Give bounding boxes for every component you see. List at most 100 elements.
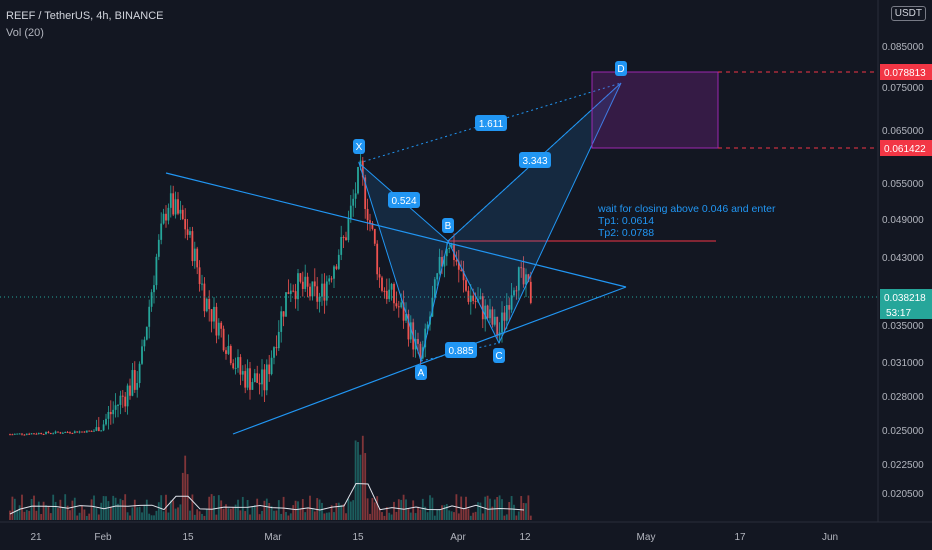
volume-bar — [126, 512, 129, 520]
volume-bar — [321, 502, 323, 520]
candle-body — [143, 339, 146, 347]
candle-body — [232, 363, 235, 369]
volume-bar — [33, 495, 35, 520]
volume-bar — [208, 496, 211, 520]
candle-body — [328, 278, 331, 282]
candle-body — [280, 311, 283, 332]
candle-body — [64, 431, 67, 433]
volume-series — [9, 435, 532, 520]
volume-bar — [328, 512, 331, 520]
volume-bar — [88, 513, 91, 520]
volume-bar — [81, 505, 83, 520]
candle-body — [189, 231, 191, 235]
volume-bar — [306, 508, 309, 520]
volume-bar — [313, 511, 316, 520]
candle-body — [388, 289, 391, 300]
candle-body — [244, 371, 247, 388]
price-tick-label: 0.035000 — [882, 321, 924, 332]
candle-body — [205, 298, 208, 312]
volume-bar — [481, 513, 484, 520]
volume-bar — [304, 512, 307, 520]
candle-body — [109, 411, 112, 415]
candle-body — [81, 431, 83, 433]
volume-bar — [150, 515, 153, 520]
candle-body — [71, 432, 74, 434]
candle-body — [61, 432, 64, 434]
candle-body — [57, 431, 59, 433]
candle-body — [297, 273, 299, 300]
volume-bar — [335, 503, 338, 520]
candle-body — [246, 368, 249, 388]
volume-bar — [354, 440, 357, 520]
volume-bar — [47, 506, 50, 520]
volume-bar — [294, 500, 297, 520]
volume-bar — [167, 512, 170, 520]
volume-bar — [378, 508, 381, 520]
candle-body — [124, 396, 127, 407]
volume-bar — [369, 513, 371, 520]
volume-bar — [265, 498, 268, 520]
candle-body — [505, 305, 508, 321]
volume-bar — [436, 509, 439, 520]
candle-body — [366, 208, 369, 221]
candle-body — [30, 433, 33, 435]
volume-bar — [352, 500, 355, 520]
volume-bar — [25, 509, 28, 520]
time-tick-label: Jun — [822, 532, 838, 543]
time-tick-label: 15 — [182, 532, 194, 543]
candle-body — [222, 328, 225, 351]
currency-button[interactable]: USDT — [890, 6, 926, 21]
volume-bar — [23, 511, 26, 520]
volume-bar — [117, 503, 119, 520]
volume-bar — [100, 502, 103, 520]
candle-body — [11, 434, 14, 436]
time-axis: 21 Feb 15 Mar 15 Apr 12 May 17 Jun — [0, 521, 932, 543]
volume-bar — [61, 508, 64, 520]
candle-body — [117, 404, 119, 406]
volume-bar — [342, 504, 345, 520]
candle-body — [457, 261, 460, 270]
candle-body — [177, 199, 179, 214]
volume-indicator-label[interactable]: Vol (20) — [6, 27, 44, 39]
candle-body — [309, 286, 311, 297]
volume-bar — [201, 513, 203, 520]
volume-bar — [513, 504, 515, 520]
candle-body — [436, 273, 439, 280]
candle-body — [229, 345, 232, 364]
volume-bar — [498, 495, 501, 520]
candle-body — [517, 267, 520, 291]
volume-bar — [225, 504, 227, 520]
volume-bar — [388, 512, 391, 520]
volume-bar — [311, 509, 314, 520]
volume-bar — [78, 512, 81, 520]
volume-bar — [54, 501, 57, 520]
ratio-label: 1.611 — [479, 119, 504, 130]
volume-bar — [138, 506, 141, 520]
volume-bar — [85, 515, 88, 520]
volume-bar — [76, 515, 79, 520]
volume-bar — [246, 499, 249, 520]
candle-body — [467, 290, 470, 302]
candle-body — [112, 409, 115, 415]
candle-body — [165, 213, 167, 221]
volume-bar — [90, 499, 93, 520]
price-tick-label: 0.085000 — [882, 42, 924, 53]
candlestick-series — [9, 147, 532, 436]
price-tick-label: 0.049000 — [882, 215, 924, 226]
candle-body — [462, 270, 465, 281]
volume-bar — [198, 511, 201, 520]
volume-bar — [393, 501, 395, 520]
candle-body — [28, 433, 31, 435]
candle-body — [114, 405, 117, 410]
candle-body — [141, 346, 143, 364]
candle-body — [93, 430, 95, 432]
candle-body — [501, 312, 503, 333]
volume-bar — [443, 505, 446, 520]
volume-bar — [508, 502, 511, 520]
candle-body — [292, 290, 295, 292]
volume-bar — [11, 496, 14, 520]
volume-bar — [131, 507, 134, 520]
candle-body — [493, 316, 496, 325]
volume-bar — [405, 499, 407, 520]
